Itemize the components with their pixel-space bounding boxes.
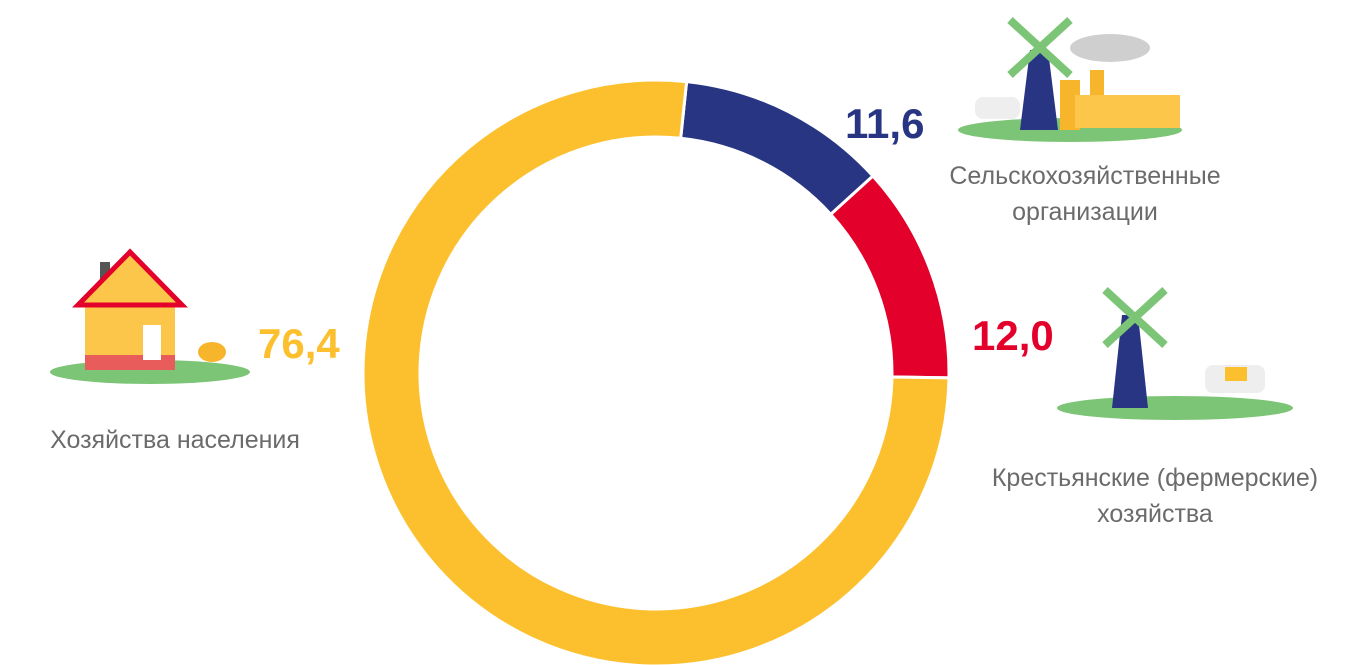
category-label: Сельскохозяйственные организации — [935, 158, 1235, 230]
icon-farm — [1057, 290, 1293, 420]
donut-segment — [831, 176, 949, 378]
icon-household — [50, 252, 250, 384]
icon-agri-org — [958, 20, 1182, 142]
category-label: Крестьянские (фермерские) хозяйства — [940, 460, 1370, 532]
page: {"chart_data": {"type": "donut", "catego… — [0, 0, 1370, 665]
category-label: Хозяйства населения — [0, 422, 350, 458]
value-label: 11,6 — [845, 100, 924, 148]
value-label: 12,0 — [972, 312, 1054, 360]
value-label: 76,4 — [258, 320, 340, 368]
chart — [0, 0, 1370, 665]
